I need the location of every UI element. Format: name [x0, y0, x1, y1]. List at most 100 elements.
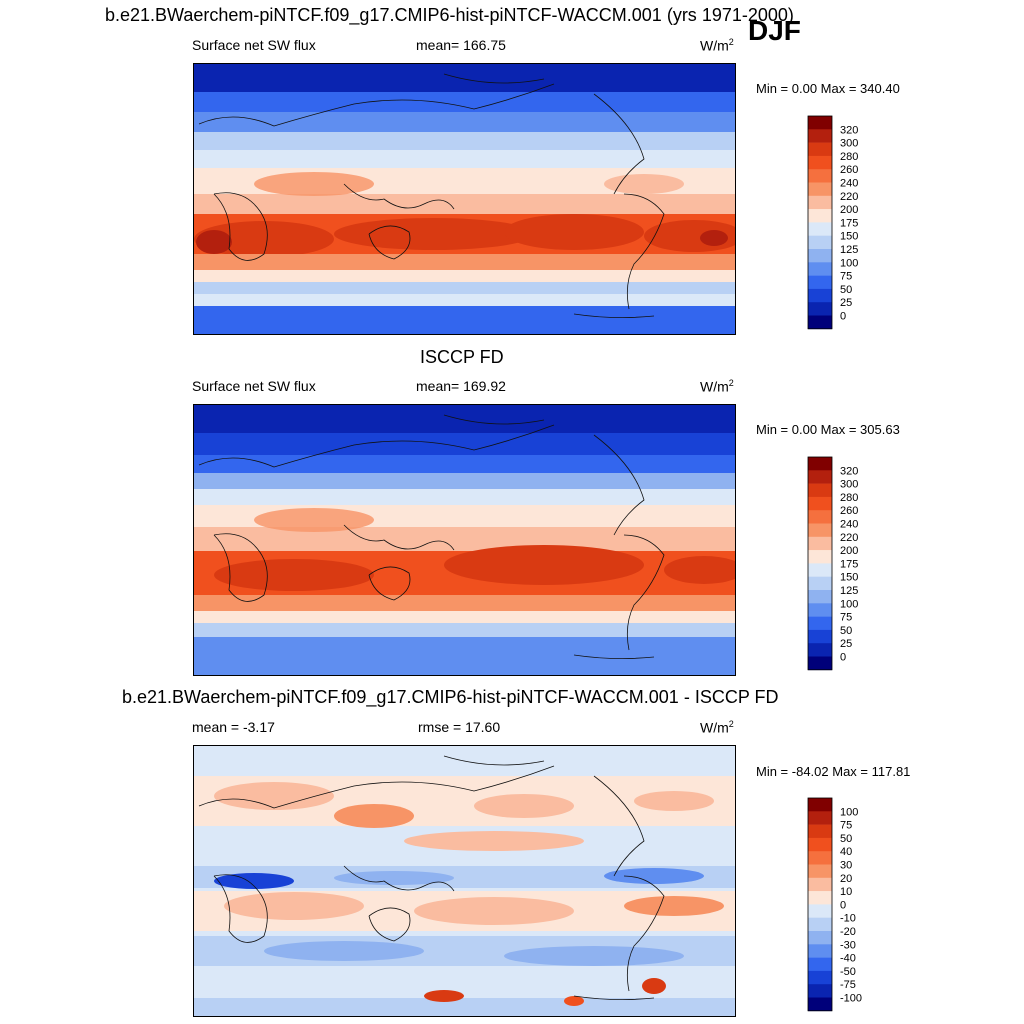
colorbar-tick-label: 150 [840, 572, 858, 584]
colorbar-tick-label: -75 [840, 979, 856, 991]
colorbar-tick-label: -40 [840, 953, 856, 965]
colorbar-swatch [808, 656, 832, 671]
colorbar-swatch [808, 811, 832, 825]
colorbar-tick-label: 300 [840, 479, 858, 491]
season-label: DJF [748, 15, 801, 46]
colorbar-swatch [808, 629, 832, 644]
colorbar-swatch [808, 249, 832, 263]
colorbar-swatch [808, 288, 832, 303]
colorbar-tick-label: 150 [840, 231, 858, 243]
colorbar-swatch [808, 222, 832, 236]
colorbar-tick-label: 30 [840, 860, 852, 872]
colorbar-frame [807, 115, 833, 330]
colorbar-swatch [808, 523, 832, 538]
colorbar-tick-label: 280 [840, 151, 858, 163]
colorbar-swatch [808, 470, 832, 484]
colorbar-swatch [808, 997, 832, 1012]
colorbar-swatch [808, 957, 832, 972]
colorbar-swatch [808, 457, 832, 471]
colorbar-swatch [808, 209, 832, 223]
colorbar-swatch [808, 917, 832, 932]
colorbar-tick-label: 200 [840, 545, 858, 557]
mean-label-model: mean= 166.75 [416, 37, 506, 53]
colorbar-swatch [808, 155, 832, 170]
colorbar-tick-label: 20 [840, 873, 852, 885]
colorbar-swatch [808, 944, 832, 958]
colorbar-tick-label: 125 [840, 585, 858, 597]
colorbar-tick-label: 75 [840, 820, 852, 832]
units-label-obs: W/m2 [700, 378, 734, 395]
colorbar-frame [807, 456, 833, 671]
colorbar-tick-label: 100 [840, 257, 858, 269]
colorbar-tick-label: 220 [840, 532, 858, 544]
colorbar-frame [807, 797, 833, 1012]
mean-label-diff: mean = -3.17 [192, 719, 275, 735]
colorbar-tick-label: -30 [840, 939, 856, 951]
colorbar-tick-label: 240 [840, 178, 858, 190]
colorbar-diff: 100 75 50 40 30 20 10 0 -10 -20 -30 -40 -50 -75 -100 [807, 797, 898, 1012]
colorbar-swatch [808, 864, 832, 879]
minmax-obs: Min = 0.00 Max = 305.63 [756, 422, 900, 437]
colorbar-swatch [808, 984, 832, 998]
colorbar-tick-label: 320 [840, 465, 858, 477]
colorbar-swatch [808, 129, 832, 143]
colorbar-swatch [808, 643, 832, 657]
colorbar-tick-label: 0 [840, 652, 846, 664]
left-label-model: Surface net SW flux [192, 37, 316, 53]
units-label-diff: W/m2 [700, 719, 734, 736]
colorbar-tick-label: 260 [840, 505, 858, 517]
colorbar-swatch [808, 891, 832, 905]
colorbar-tick-label: 75 [840, 612, 852, 624]
colorbar-tick-label: -10 [840, 913, 856, 925]
colorbar-swatch [808, 603, 832, 617]
colorbar-tick-label: 100 [840, 598, 858, 610]
colorbar-swatch [808, 970, 832, 985]
colorbar-tick-label: 100 [840, 806, 858, 818]
colorbar-obs: 320 300 280 260 240 220 200 175 150 125 100 75 50 25 0 [807, 456, 898, 671]
colorbar-swatch [808, 169, 832, 183]
colorbar-swatch [808, 851, 832, 865]
colorbar-tick-label: 10 [840, 886, 852, 898]
map-model [193, 63, 736, 335]
colorbar-tick-label: 220 [840, 191, 858, 203]
panel-title-model: b.e21.BWaerchem-piNTCF.f09_g17.CMIP6-his… [105, 5, 794, 25]
colorbar-swatch [808, 510, 832, 524]
colorbar-tick-label: 0 [840, 899, 846, 911]
map-obs [193, 404, 736, 676]
colorbar-swatch [808, 536, 832, 551]
rmse-label-diff: rmse = 17.60 [418, 719, 501, 735]
panel-title-diff: b.e21.BWaerchem-piNTCF.f09_g17.CMIP6-his… [122, 687, 779, 707]
colorbar-swatch [808, 483, 832, 498]
colorbar-tick-label: -20 [840, 926, 856, 938]
minmax-model: Min = 0.00 Max = 340.40 [756, 81, 900, 96]
left-label-obs: Surface net SW flux [192, 378, 316, 394]
colorbar-swatch [808, 590, 832, 604]
colorbar-swatch [808, 315, 832, 330]
units-label-model: W/m2 [700, 37, 734, 54]
map-diff [193, 745, 736, 1017]
colorbar-tick-label: 175 [840, 558, 858, 570]
colorbar-tick-label: -100 [840, 993, 862, 1005]
colorbar-swatch [808, 837, 832, 852]
colorbar-swatch [808, 195, 832, 210]
colorbar-tick-label: 0 [840, 311, 846, 323]
colorbar-tick-label: 25 [840, 297, 852, 309]
colorbar-swatch [808, 116, 832, 130]
colorbar-tick-label: -50 [840, 966, 856, 978]
colorbar-swatch [808, 798, 832, 812]
colorbar-swatch [808, 931, 832, 945]
colorbar-swatch [808, 302, 832, 316]
colorbar-swatch [808, 563, 832, 577]
colorbar-tick-label: 25 [840, 638, 852, 650]
colorbar-swatch [808, 904, 832, 918]
colorbar-tick-label: 50 [840, 625, 852, 637]
colorbar-tick-label: 175 [840, 217, 858, 229]
colorbar-tick-label: 75 [840, 271, 852, 283]
colorbar-tick-label: 280 [840, 492, 858, 504]
colorbar-tick-label: 125 [840, 244, 858, 256]
colorbar-tick-label: 240 [840, 519, 858, 531]
minmax-diff: Min = -84.02 Max = 117.81 [756, 764, 911, 779]
colorbar-tick-label: 50 [840, 833, 852, 845]
panel-title-obs: ISCCP FD [420, 347, 504, 367]
colorbar-swatch [808, 235, 832, 250]
